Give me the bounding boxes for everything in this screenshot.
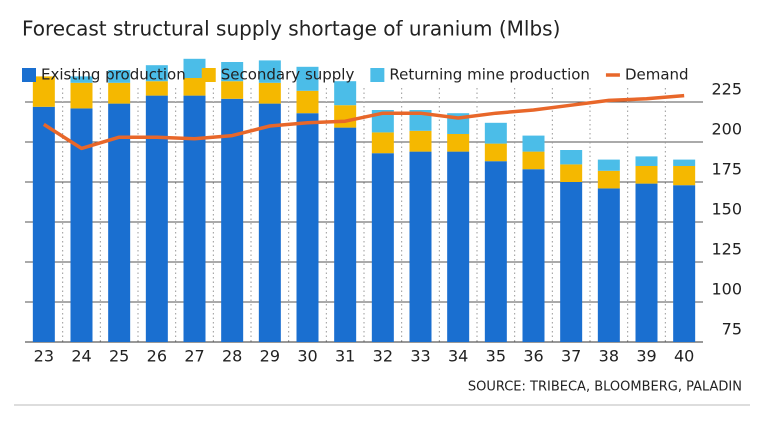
bar-segment — [522, 169, 545, 342]
x-tick-label: 40 — [674, 347, 694, 366]
bar-segment — [447, 151, 470, 342]
legend-label: Demand — [625, 66, 689, 84]
bar-segment — [635, 166, 658, 184]
bar-segment — [183, 95, 206, 342]
bar-segment — [108, 82, 131, 104]
bar-segment — [258, 82, 281, 104]
y-tick-label: 125 — [711, 240, 742, 259]
y-tick-label: 200 — [711, 120, 742, 139]
x-tick-label: 31 — [335, 347, 355, 366]
bar-segment — [221, 98, 244, 342]
legend-marker — [22, 68, 36, 82]
source: SOURCE: TRIBECA, BLOOMBERG, PALADIN — [468, 380, 742, 395]
bar-segment — [296, 90, 319, 114]
x-tick-label: 38 — [599, 347, 619, 366]
x-tick-label: 28 — [222, 347, 242, 366]
x-tick-label: 33 — [410, 347, 430, 366]
y-tick-label: 150 — [711, 200, 742, 219]
demand-line — [42, 93, 685, 151]
bar-segment — [560, 182, 583, 342]
chart-title: Forecast structural supply shortage of u… — [22, 17, 560, 41]
bar-segment — [296, 113, 319, 342]
bar-segment — [108, 103, 131, 342]
bar-segment — [522, 151, 545, 170]
bar-segment — [221, 81, 244, 99]
bar-segment — [32, 106, 55, 342]
bar-segment — [371, 132, 394, 154]
legend-label: Returning mine production — [389, 66, 590, 84]
x-tick-label: 39 — [636, 347, 656, 366]
y-tick-label: 75 — [722, 320, 742, 339]
bar-segment — [635, 183, 658, 342]
y-tick-label: 225 — [711, 80, 742, 99]
bar-segment — [334, 127, 357, 342]
y-tick-label: 175 — [711, 160, 742, 179]
y-tick-label: 100 — [711, 280, 742, 299]
bar-segment — [70, 76, 93, 83]
x-tick-label: 36 — [523, 347, 543, 366]
bar-segment — [371, 153, 394, 342]
bar-segment — [409, 130, 432, 152]
bar-segment — [183, 58, 206, 78]
legend-label: Existing production — [41, 66, 186, 84]
bar-segment — [145, 65, 168, 82]
bar-segment — [484, 161, 507, 342]
x-tick-label: 34 — [448, 347, 468, 366]
bar-segment — [296, 66, 319, 91]
bar-segment — [597, 159, 620, 171]
bar-segment — [334, 105, 357, 128]
bar-segment — [258, 103, 281, 342]
x-tick-label: 30 — [297, 347, 317, 366]
legend-marker — [201, 68, 216, 82]
x-tick-label: 32 — [373, 347, 393, 366]
bar-segment — [484, 143, 507, 162]
bar-segment — [560, 164, 583, 182]
bar-segment — [447, 134, 470, 152]
bar-segment — [70, 82, 93, 109]
legend-label: Secondary supply — [221, 66, 355, 84]
bar-segment — [522, 135, 545, 152]
bar-segment — [258, 60, 281, 83]
x-tick-label: 24 — [71, 347, 91, 366]
bar-segment — [484, 122, 507, 144]
bar-segment — [673, 166, 696, 186]
x-tick-label: 29 — [260, 347, 280, 366]
bar-segment — [597, 170, 620, 189]
bar-segment — [673, 159, 696, 166]
bar-segment — [635, 156, 658, 166]
bar-segment — [673, 185, 696, 342]
x-tick-label: 23 — [34, 347, 54, 366]
bar-segment — [108, 70, 131, 83]
x-tick-label: 35 — [486, 347, 506, 366]
bar-segment — [32, 76, 55, 107]
bar-segment — [145, 81, 168, 96]
bar-segment — [409, 151, 432, 342]
bar-segment — [70, 108, 93, 343]
bar-segment — [221, 62, 244, 82]
x-tick-label: 25 — [109, 347, 129, 366]
bar-segment — [334, 81, 357, 106]
bar-segment — [560, 150, 583, 165]
bar-segment — [145, 95, 168, 342]
x-tick-label: 27 — [184, 347, 204, 366]
legend-marker — [370, 68, 385, 82]
bar-segment — [183, 78, 206, 96]
x-tick-label: 26 — [147, 347, 167, 366]
x-tick-label: 37 — [561, 347, 581, 366]
bar-segment — [597, 188, 620, 342]
